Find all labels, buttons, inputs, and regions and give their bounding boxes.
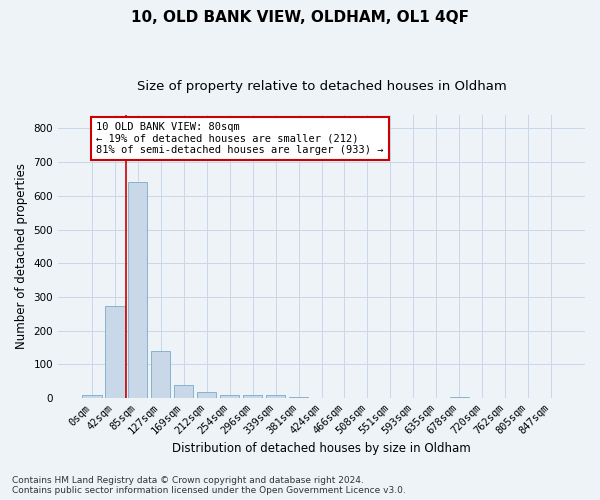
Title: Size of property relative to detached houses in Oldham: Size of property relative to detached ho… (137, 80, 506, 93)
Text: 10, OLD BANK VIEW, OLDHAM, OL1 4QF: 10, OLD BANK VIEW, OLDHAM, OL1 4QF (131, 10, 469, 25)
Bar (151, 351, 170, 398)
Y-axis label: Number of detached properties: Number of detached properties (15, 164, 28, 350)
Text: 10 OLD BANK VIEW: 80sqm
← 19% of detached houses are smaller (212)
81% of semi-d: 10 OLD BANK VIEW: 80sqm ← 19% of detache… (97, 122, 384, 155)
Bar (449, 397, 469, 398)
X-axis label: Distribution of detached houses by size in Oldham: Distribution of detached houses by size … (172, 442, 471, 455)
Bar (243, 396, 262, 398)
Bar (289, 397, 308, 398)
Text: Contains HM Land Registry data © Crown copyright and database right 2024.
Contai: Contains HM Land Registry data © Crown c… (12, 476, 406, 495)
Bar (128, 182, 148, 398)
Bar (105, 306, 125, 398)
Bar (197, 392, 217, 398)
Bar (174, 385, 193, 398)
Bar (266, 396, 286, 398)
Bar (220, 394, 239, 398)
Bar (82, 396, 101, 398)
